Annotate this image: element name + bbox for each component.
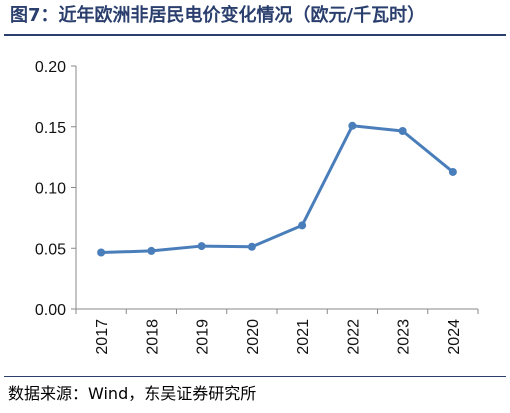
page-title: 图7：近年欧洲非居民电价变化情况（欧元/千瓦时） xyxy=(10,5,426,26)
x-tick-label: 2017 xyxy=(94,319,111,355)
x-tick-label: 2023 xyxy=(396,319,413,355)
data-point xyxy=(197,242,206,251)
y-tick-label: 0.10 xyxy=(35,181,66,198)
chart-axes xyxy=(75,66,478,310)
data-point xyxy=(147,246,156,255)
series-line xyxy=(101,124,454,255)
y-tick-label: 0.20 xyxy=(35,59,66,76)
line-chart: 0.00 0.05 0.10 0.15 0.20 2017 2018 2019 2020 202… xyxy=(35,59,479,355)
data-point xyxy=(298,221,307,230)
source-divider xyxy=(4,376,506,377)
data-point xyxy=(97,248,106,257)
x-tick-label: 2019 xyxy=(195,319,212,355)
x-tick-label: 2024 xyxy=(446,319,463,355)
source-note: 数据来源：Wind，东吴证券研究所 xyxy=(8,382,256,406)
x-tick-label: 2020 xyxy=(245,319,262,355)
chart-series xyxy=(97,121,457,257)
source-text: Wind，东吴证券研究所 xyxy=(88,384,257,403)
title-divider xyxy=(4,34,506,36)
y-axis-ticks: 0.00 0.05 0.10 0.15 0.20 xyxy=(35,59,76,319)
x-tick-label: 2018 xyxy=(144,319,161,355)
source-label: 数据来源： xyxy=(8,384,89,403)
data-point xyxy=(348,121,357,130)
y-tick-label: 0.05 xyxy=(35,241,66,258)
data-point xyxy=(247,242,256,251)
x-axis-ticks: 2017 2018 2019 2020 2021 2022 2023 2024 xyxy=(75,309,479,355)
x-tick-label: 2022 xyxy=(345,319,362,355)
y-tick-label: 0.00 xyxy=(35,302,66,319)
data-point xyxy=(398,127,407,136)
data-point xyxy=(448,167,457,176)
x-tick-label: 2021 xyxy=(295,319,312,355)
y-tick-label: 0.15 xyxy=(35,120,66,137)
